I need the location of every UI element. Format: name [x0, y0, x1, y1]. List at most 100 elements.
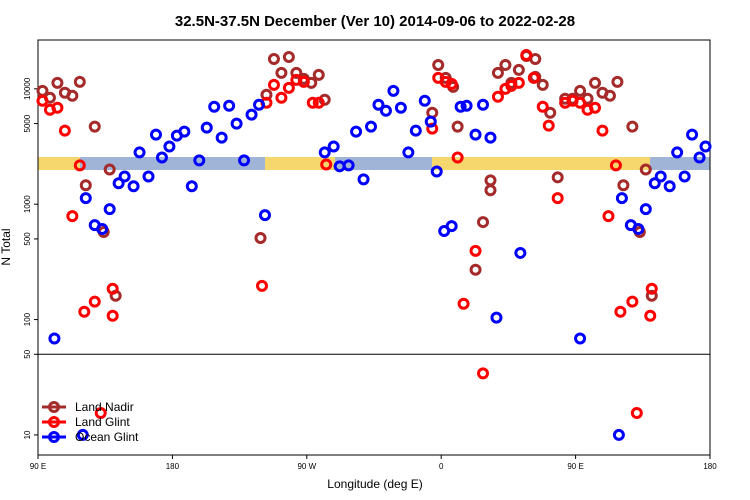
y-axis-label: N Total: [0, 228, 13, 265]
point: [632, 223, 645, 236]
y-tick-label: 50: [23, 349, 32, 358]
point: [94, 406, 107, 419]
point: [267, 78, 280, 91]
point: [611, 75, 624, 88]
point: [490, 311, 503, 324]
point: [491, 90, 504, 103]
x-tick-label: 0: [439, 462, 444, 471]
point: [409, 124, 422, 137]
point: [208, 100, 221, 113]
point: [58, 124, 71, 137]
point: [133, 146, 146, 159]
point: [469, 128, 482, 141]
point: [149, 128, 162, 141]
point: [430, 165, 443, 178]
point: [645, 289, 658, 302]
point: [290, 66, 303, 79]
point: [106, 282, 119, 295]
y-tick-label: 10: [23, 430, 32, 439]
point: [365, 120, 378, 133]
series: [48, 84, 712, 441]
point: [103, 163, 116, 176]
point: [686, 128, 699, 141]
point: [477, 98, 490, 111]
point: [185, 180, 198, 193]
legend-label: Ocean Glint: [75, 430, 139, 444]
point: [536, 78, 549, 91]
point: [542, 119, 555, 132]
point: [258, 209, 271, 222]
y-tick-label: 500: [23, 232, 32, 246]
point: [306, 96, 319, 109]
point: [312, 68, 325, 81]
point: [394, 101, 407, 114]
point: [357, 173, 370, 186]
point: [245, 108, 258, 121]
point: [51, 76, 64, 89]
point: [103, 203, 116, 216]
point: [267, 52, 280, 65]
point: [106, 309, 119, 322]
point: [612, 428, 625, 441]
point: [457, 297, 470, 310]
y-tick-label: 5000: [23, 114, 32, 132]
point: [477, 367, 490, 380]
point: [536, 100, 549, 113]
point: [88, 295, 101, 308]
point: [614, 305, 627, 318]
point: [484, 131, 497, 144]
point: [439, 75, 452, 88]
point: [96, 223, 109, 236]
point: [589, 76, 602, 89]
point: [603, 89, 616, 102]
point: [626, 120, 639, 133]
point: [79, 192, 92, 205]
x-tick-label: 90 W: [297, 462, 316, 471]
legend-marker: [48, 401, 60, 413]
point: [112, 177, 125, 190]
point: [520, 49, 533, 62]
point: [178, 125, 191, 138]
point: [439, 71, 452, 84]
point: [282, 50, 295, 63]
x-axis-label: Longitude (deg E): [327, 477, 422, 491]
point: [118, 170, 131, 183]
plot-frame: [37, 39, 711, 456]
legend-label: Land Glint: [75, 415, 130, 429]
point: [155, 151, 168, 164]
point: [432, 58, 445, 71]
point: [499, 58, 512, 71]
point: [671, 146, 684, 159]
point: [626, 295, 639, 308]
point: [36, 94, 49, 107]
point: [402, 146, 415, 159]
point: [551, 192, 564, 205]
point: [48, 332, 61, 345]
point: [238, 154, 251, 167]
point: [663, 180, 676, 193]
point: [372, 98, 385, 111]
y-tick-label: 10000: [23, 77, 32, 100]
point: [544, 106, 557, 119]
point: [200, 121, 213, 134]
point: [551, 171, 564, 184]
point: [617, 179, 630, 192]
series: [36, 50, 658, 302]
point: [256, 279, 268, 292]
y-tick-label: 1000: [23, 195, 32, 213]
point: [312, 96, 325, 109]
legend-label: Land Nadir: [75, 400, 134, 414]
point: [654, 170, 667, 183]
point: [282, 81, 295, 94]
point: [418, 94, 431, 107]
point: [678, 170, 691, 183]
point: [451, 151, 464, 164]
point: [350, 125, 363, 138]
point: [512, 76, 525, 89]
point: [693, 151, 706, 164]
point: [477, 216, 490, 229]
point: [469, 244, 482, 257]
point: [297, 75, 310, 88]
point: [639, 203, 652, 216]
